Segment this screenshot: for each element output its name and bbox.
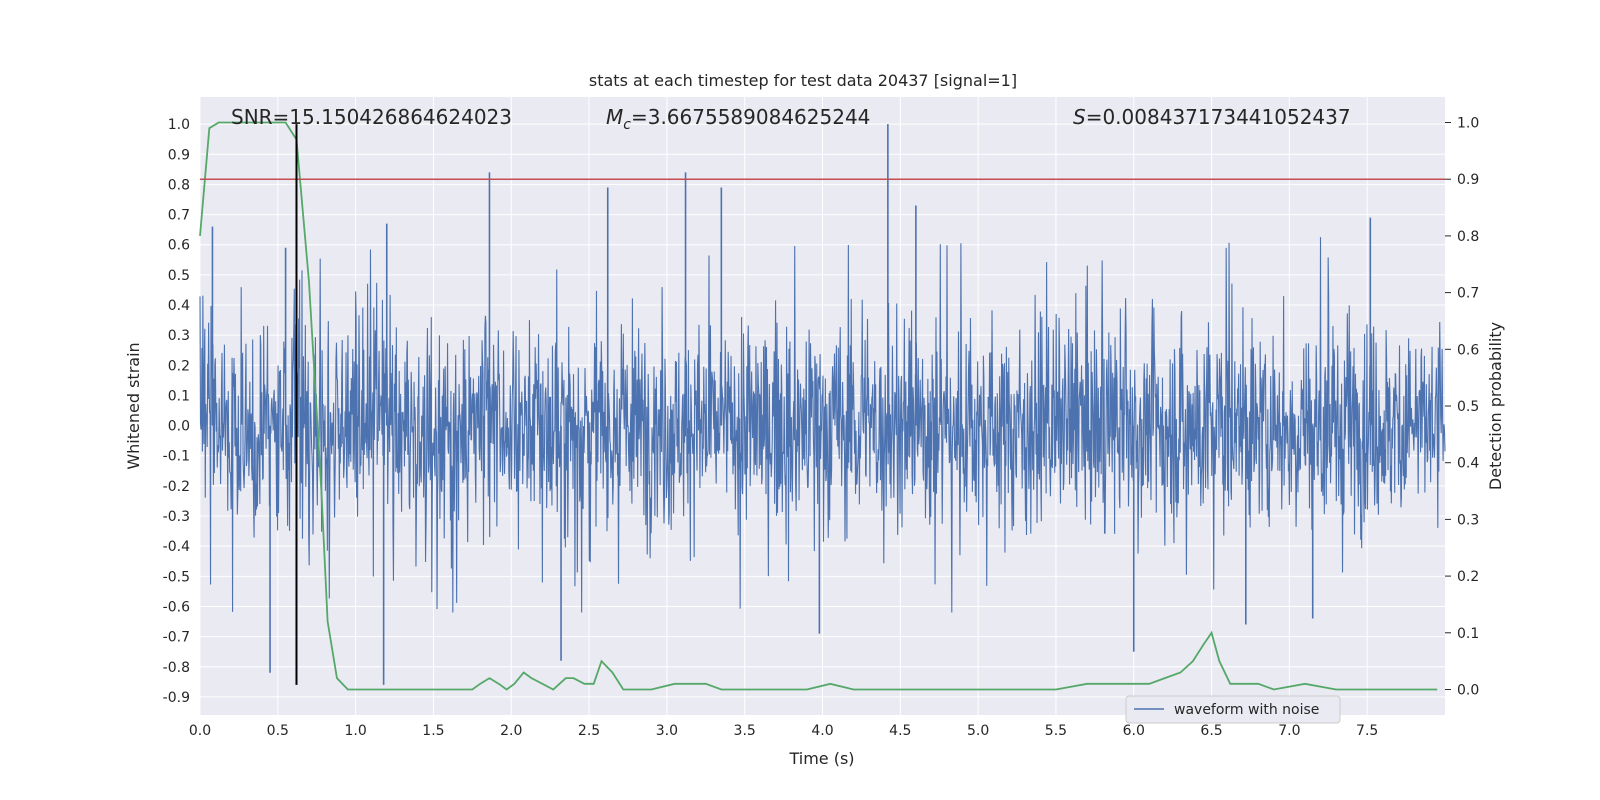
y-right-tick-label: 0.0 [1457,682,1479,698]
y-right-tick-label: 1.0 [1457,116,1479,132]
y-left-tick-label: 0.0 [168,419,190,435]
legend: waveform with noise [1125,695,1341,724]
legend-box [1125,695,1341,724]
y-left-tick-label: 1.0 [168,117,190,133]
y-left-tick-label: 0.5 [168,268,190,284]
x-tick-label: 2.5 [578,723,600,739]
probability-series [199,121,1438,691]
y-right-tick-label: 0.2 [1457,569,1479,585]
s-annotation: S=0.008437173441052437 [1073,105,1351,129]
chirp-mass-value: =3.6675589084625244 [631,105,870,129]
waveform-line [199,237,1446,613]
x-tick-label: 7.0 [1278,723,1300,739]
detection-probability-line [199,121,1438,691]
x-tick-label: 2.0 [500,723,522,739]
x-tick-label: 3.5 [734,723,756,739]
y-left-tick-label: 0.4 [168,298,190,314]
y-left-tick-label: 0.2 [168,358,190,374]
x-tick-label: 5.5 [1045,723,1067,739]
s-symbol: S [1073,105,1086,129]
x-tick-label: 3.0 [656,723,678,739]
y-left-tick-label: -0.4 [163,539,190,555]
x-tick-label: 5.0 [967,723,989,739]
y-left-tick-label: 0.9 [168,147,190,163]
x-tick-label: 6.0 [1123,723,1145,739]
waveform-series [199,124,1446,685]
y-left-tick-labels: -0.9 -0.8 -0.7 -0.6 -0.5 -0.4 -0.3 -0.2 -0.1 0.0 0… [163,117,190,706]
y-left-tick-label: -0.7 [163,630,190,646]
y-left-tick-label: -0.8 [163,660,190,676]
y-left-tick-label: -0.1 [163,449,190,465]
y-left-tick-label: 0.1 [168,388,190,404]
y-left-tick-label: -0.5 [163,569,190,585]
y-right-tick-labels: 0.0 0.1 0.2 0.3 0.4 0.5 0.6 0.7 0.8 0.9 1.0 [1445,116,1479,698]
reference-lines [200,124,1445,685]
y-left-tick-label: 0.6 [168,238,190,254]
y-right-axis-label: Detection probability [1486,322,1505,490]
y-right-tick-label: 0.1 [1457,626,1479,642]
y-left-axis-label: Whitened strain [124,342,143,469]
legend-waveform-label: waveform with noise [1174,702,1319,718]
y-left-tick-label: 0.8 [168,177,190,193]
y-left-tick-label: -0.9 [163,690,190,706]
y-left-tick-label: 0.7 [168,208,190,224]
y-right-tick-label: 0.4 [1457,456,1479,472]
y-right-tick-label: 0.9 [1457,172,1479,188]
x-tick-label: 4.0 [811,723,833,739]
x-tick-label: 0.5 [267,723,289,739]
y-right-tick-label: 0.5 [1457,399,1479,415]
chirp-mass-annotation: Mc=3.6675589084625244 [606,105,870,133]
x-tick-labels: 0.0 0.5 1.0 1.5 2.0 2.5 3.0 3.5 4.0 4.5 5.0 5.5 6.0 6… [189,723,1378,739]
x-tick-label: 1.0 [344,723,366,739]
y-left-tick-label: -0.2 [163,479,190,495]
y-right-tick-label: 0.6 [1457,342,1479,358]
y-right-tick-label: 0.8 [1457,229,1479,245]
snr-annotation: SNR=15.150426864624023 [231,105,512,129]
x-tick-label: 1.5 [422,723,444,739]
y-left-tick-label: -0.3 [163,509,190,525]
chirp-mass-symbol: M [606,105,623,129]
x-tick-label: 6.5 [1200,723,1222,739]
y-left-tick-label: 0.3 [168,328,190,344]
y-right-tick-label: 0.3 [1457,512,1479,528]
y-right-tick-label: 0.7 [1457,286,1479,302]
s-value: =0.008437173441052437 [1086,105,1351,129]
chirp-mass-subscript: c [623,117,631,133]
y-left-tick-label: -0.6 [163,599,190,615]
x-tick-label: 4.5 [889,723,911,739]
x-tick-label: 7.5 [1356,723,1378,739]
x-axis-label: Time (s) [788,749,854,768]
x-tick-label: 0.0 [189,723,211,739]
chart-title: stats at each timestep for test data 204… [589,71,1017,90]
